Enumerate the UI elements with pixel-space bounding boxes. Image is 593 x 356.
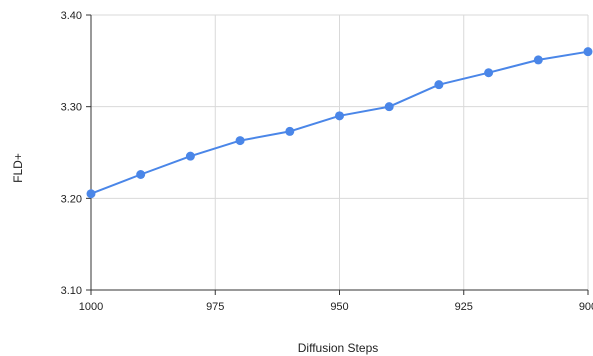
data-point — [136, 170, 146, 179]
y-tick-label: 3.40 — [61, 10, 82, 22]
x-tick-label: 1000 — [79, 301, 103, 313]
grid-lines — [90, 14, 589, 291]
data-point — [583, 47, 593, 57]
y-tick-label: 3.10 — [61, 285, 82, 297]
data-point — [86, 189, 96, 199]
x-tick-label: 900 — [579, 301, 593, 313]
x-tick-label: 950 — [330, 301, 348, 313]
data-point — [285, 126, 295, 136]
y-tick-label: 3.30 — [61, 102, 82, 114]
y-tick-label: 3.20 — [61, 193, 82, 205]
tick-labels: 3.10 3.20 3.30 3.40 1000 975 950 925 900 — [61, 10, 593, 313]
data-point — [235, 136, 245, 146]
data-point — [434, 80, 444, 90]
data-point — [185, 151, 195, 161]
x-axis-label: Diffusion Steps — [298, 341, 379, 355]
data-point — [384, 102, 394, 112]
x-tick-label: 975 — [206, 301, 224, 313]
data-series — [86, 47, 593, 199]
y-axis-label: FLD+ — [11, 153, 25, 183]
data-point — [533, 55, 543, 65]
data-point — [484, 68, 494, 78]
x-tick-label: 925 — [455, 301, 473, 313]
axes — [86, 14, 589, 295]
data-point — [335, 111, 344, 121]
